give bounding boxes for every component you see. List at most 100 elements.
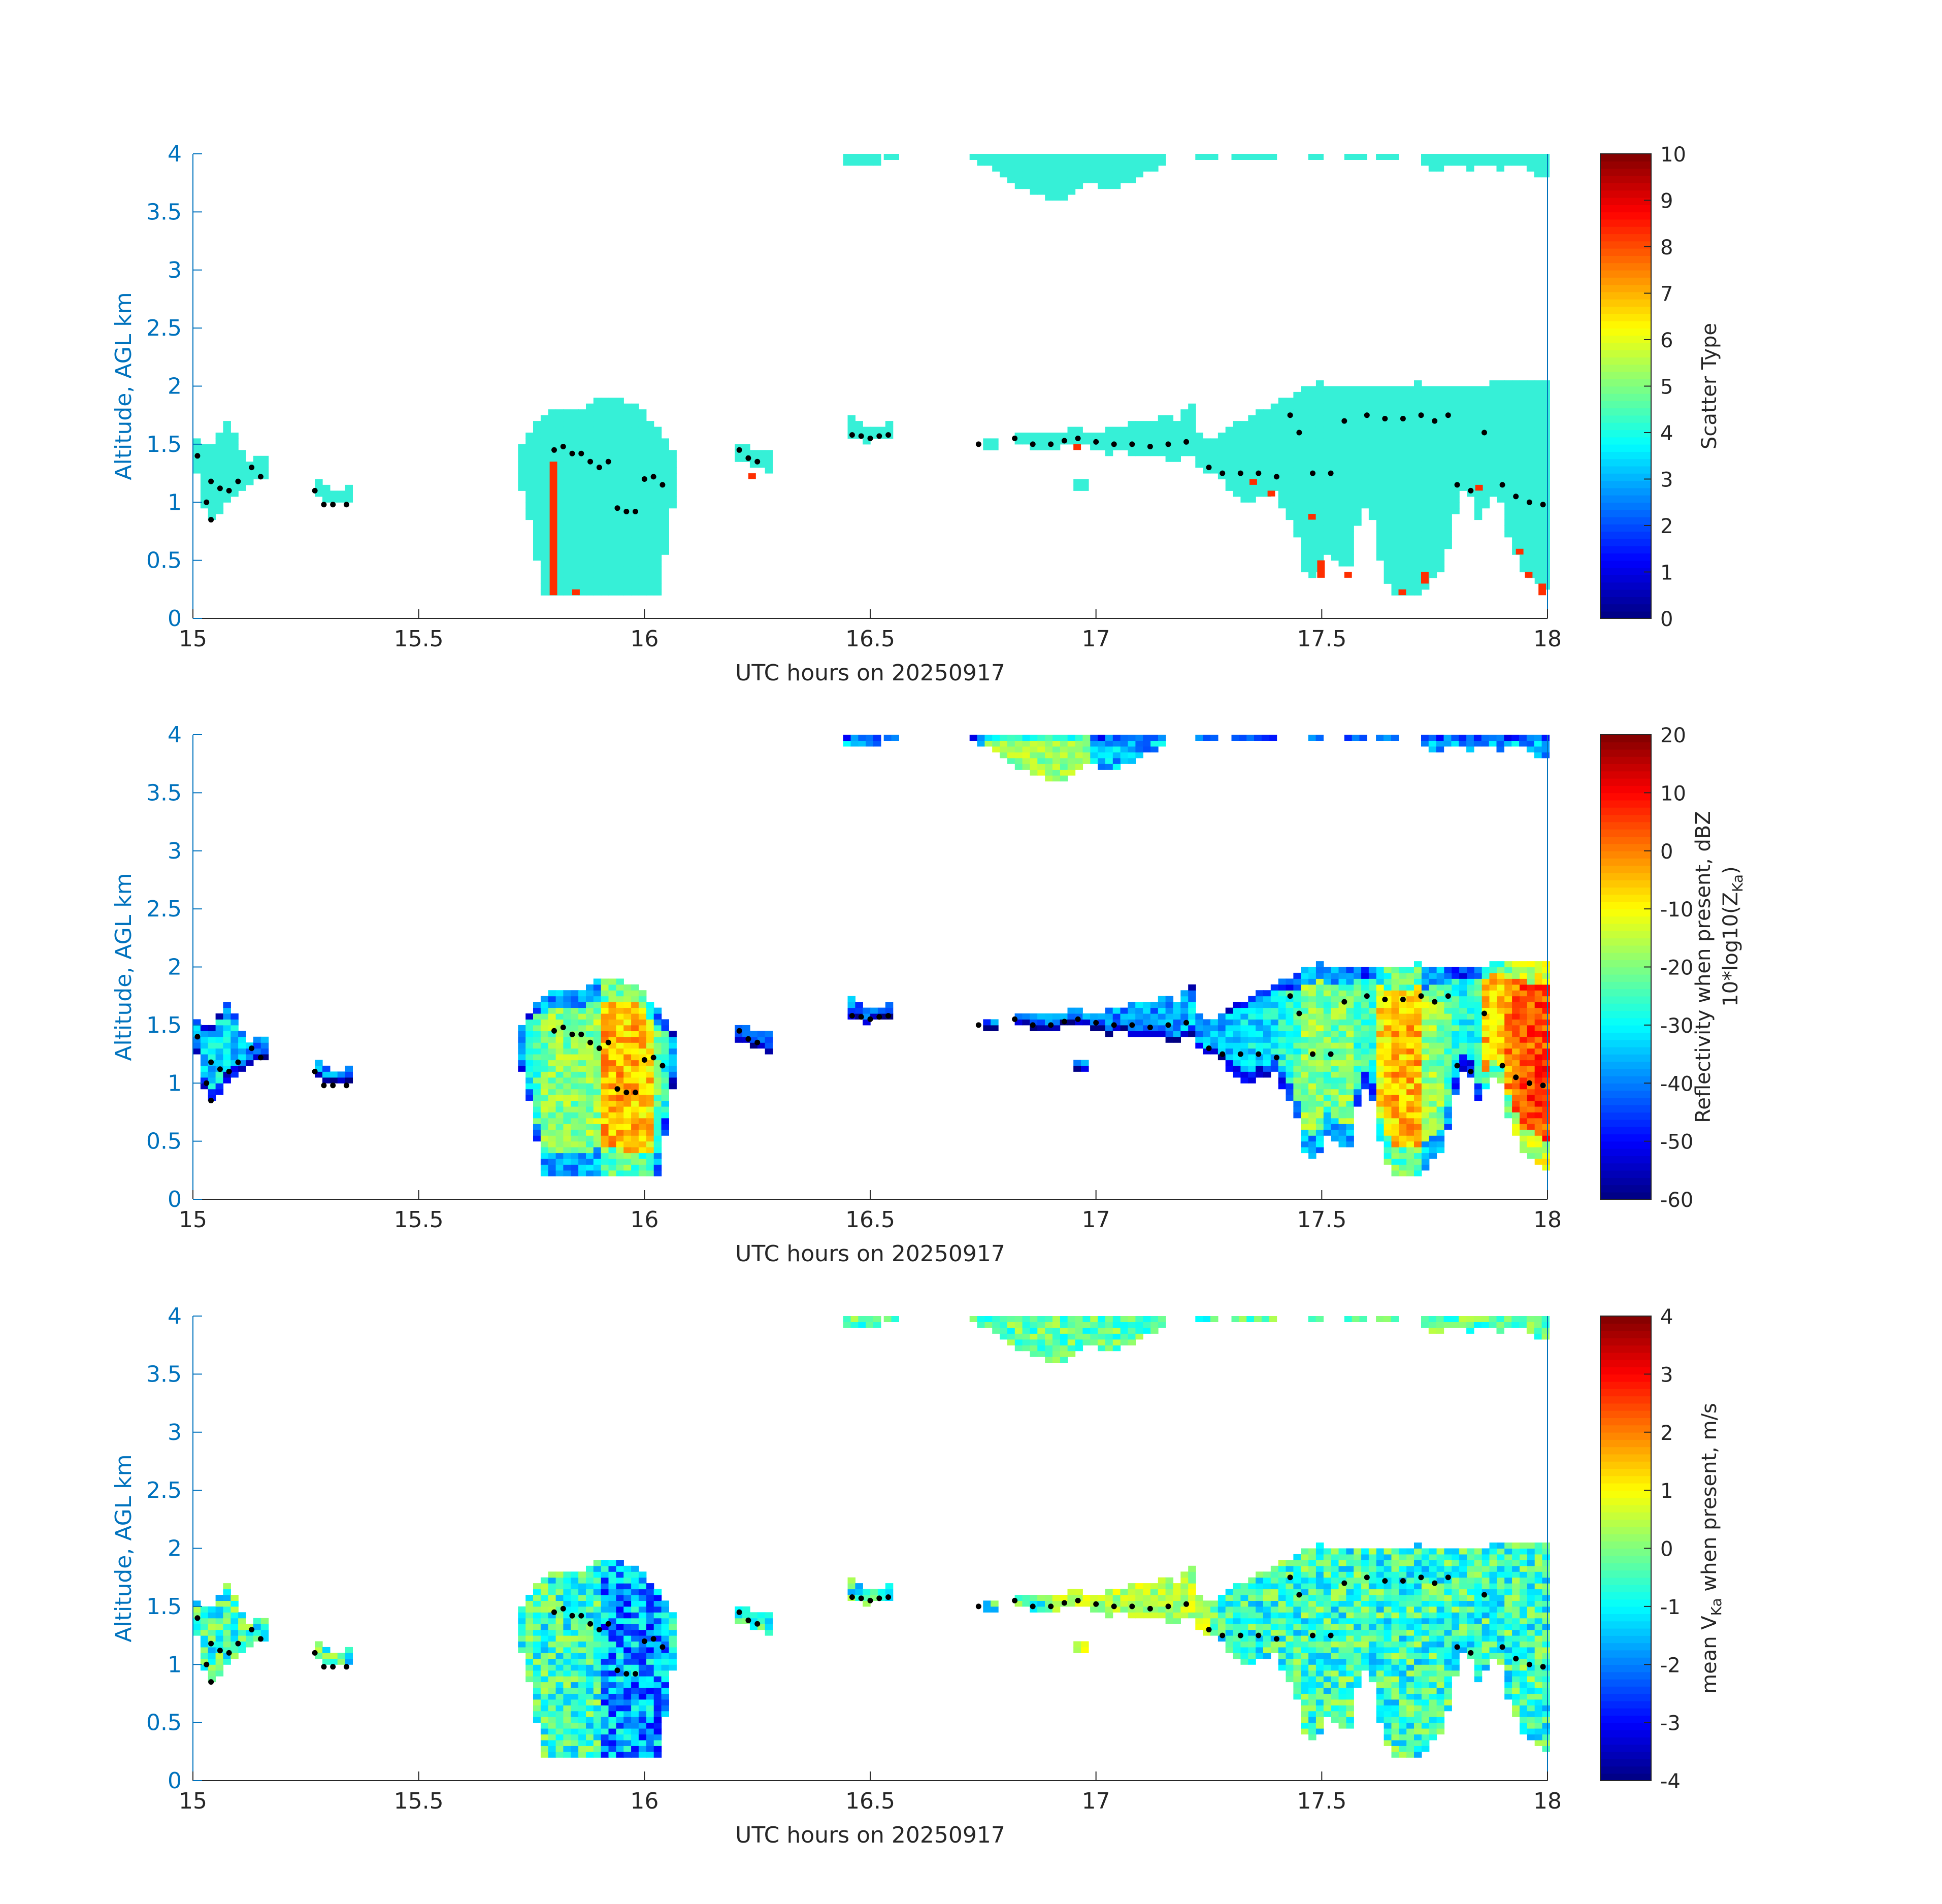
heatmap-cell [1323, 1031, 1332, 1037]
heatmap-cell [608, 1071, 616, 1078]
heatmap-cell [548, 1071, 556, 1078]
heatmap-cell [1436, 1141, 1445, 1147]
heatmap-cell [578, 1158, 586, 1165]
heatmap-cell [1467, 996, 1475, 1002]
heatmap-cell [1368, 1077, 1377, 1084]
heatmap-cell [533, 1583, 541, 1590]
heatmap-cell [1150, 1019, 1159, 1026]
heatmap-cell [1331, 391, 1339, 398]
colorbar-segment [1600, 582, 1651, 590]
heatmap-cell [253, 455, 261, 462]
heatmap-cell [223, 444, 231, 450]
heatmap-cell [1278, 490, 1287, 497]
heatmap-cell [253, 1042, 261, 1049]
heatmap-cell [616, 421, 624, 428]
heatmap-cell [1225, 479, 1234, 485]
colorbar-segment [1600, 495, 1651, 503]
heatmap-cell [1270, 426, 1279, 433]
heatmap-cell [571, 490, 579, 497]
heatmap-cell [638, 1118, 647, 1124]
heatmap-cell [1075, 154, 1083, 160]
heatmap-cell [1541, 735, 1550, 741]
heatmap-cell [1195, 735, 1203, 741]
heatmap-cell [1256, 409, 1264, 416]
heatmap-cell [540, 444, 549, 450]
heatmap-cell [1315, 1147, 1324, 1154]
heatmap-cell [977, 154, 985, 160]
heatmap-cell [200, 1624, 209, 1630]
heatmap-cell [1504, 1025, 1512, 1031]
heatmap-cell [1354, 462, 1362, 468]
heatmap-cell [231, 438, 239, 445]
heatmap-cell [1542, 386, 1550, 392]
heatmap-cell [1376, 1054, 1385, 1061]
heatmap-cell [631, 1013, 639, 1020]
heatmap-cell [1263, 438, 1271, 445]
heatmap-cell [518, 1025, 526, 1031]
heatmap-cell [1256, 421, 1264, 428]
heatmap-cell [315, 479, 323, 485]
heatmap-cell [1165, 433, 1174, 439]
heatmap-cell [1512, 514, 1520, 520]
heatmap-cell [1467, 462, 1475, 468]
cloud-base-marker [226, 1068, 232, 1074]
heatmap-cell [1384, 1025, 1392, 1031]
heatmap-cell [661, 548, 669, 555]
heatmap-cell [1421, 554, 1430, 561]
heatmap-cell [571, 1118, 579, 1124]
heatmap-cell [1368, 421, 1377, 428]
heatmap-cell [653, 1013, 662, 1020]
heatmap-cell [1045, 433, 1053, 439]
heatmap-cell [1542, 426, 1550, 433]
heatmap-cell [661, 1112, 669, 1119]
heatmap-cell [1150, 1013, 1159, 1020]
heatmap-cell [1376, 984, 1385, 991]
heatmap-cell [578, 409, 586, 416]
heatmap-cell [1361, 433, 1369, 439]
heatmap-cell [601, 1100, 609, 1107]
heatmap-cell [1527, 484, 1535, 491]
heatmap-cell [1278, 1071, 1287, 1078]
colorbar-segment [1600, 1025, 1651, 1033]
heatmap-cell [983, 1019, 991, 1026]
heatmap-cell [540, 1112, 549, 1119]
heatmap-cell [1338, 537, 1346, 543]
heatmap-cell [1414, 479, 1422, 485]
heatmap-cell [1391, 1147, 1399, 1154]
heatmap-cell [1527, 1112, 1535, 1119]
cloud-base-marker [1296, 430, 1302, 436]
heatmap-cell [1037, 1025, 1045, 1031]
heatmap-cell [1210, 1031, 1219, 1037]
heatmap-cell [563, 1147, 571, 1154]
heatmap-cell [1512, 1054, 1520, 1061]
heatmap-cell [571, 467, 579, 474]
heatmap-cell [1233, 1065, 1241, 1072]
heatmap-cell [571, 508, 579, 514]
heatmap-cell [246, 1060, 254, 1066]
heatmap-cell [1444, 514, 1452, 520]
heatmap-cell [1338, 1031, 1346, 1037]
heatmap-cell [540, 1676, 549, 1683]
heatmap-cell [1067, 752, 1076, 759]
heatmap-cell [1474, 1095, 1483, 1101]
heatmap-cell [1354, 415, 1362, 421]
heatmap-cell [1315, 1013, 1324, 1020]
heatmap-cell [1195, 444, 1203, 450]
heatmap-cell [646, 531, 654, 538]
heatmap-cell [1421, 1106, 1430, 1112]
heatmap-cell [1436, 514, 1445, 520]
heatmap-cell [1452, 398, 1460, 404]
heatmap-cell [330, 1658, 338, 1665]
heatmap-cell [1527, 479, 1535, 485]
heatmap-cell [616, 537, 624, 543]
heatmap-cell [1512, 386, 1520, 392]
heatmap-cell [608, 577, 616, 584]
heatmap-cell [601, 1147, 609, 1154]
heatmap-cell-secondary [1344, 572, 1352, 578]
heatmap-cell [765, 1042, 773, 1049]
heatmap-cell [1376, 1071, 1385, 1078]
heatmap-cell [1331, 1065, 1339, 1072]
heatmap-cell [1421, 967, 1430, 973]
heatmap-cell [1406, 450, 1414, 456]
heatmap-cell [623, 1153, 632, 1159]
